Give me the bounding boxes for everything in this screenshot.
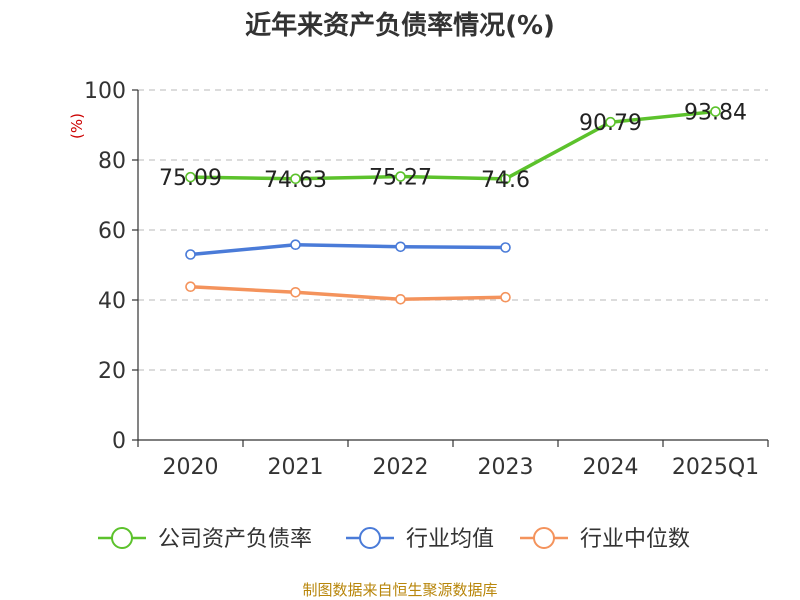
legend: 公司资产负债率 行业均值 行业中位数 xyxy=(98,527,690,552)
chart-title: 近年来资产负债率情况(%) xyxy=(245,10,555,41)
data-point xyxy=(290,173,301,185)
x-tick-label: 2021 xyxy=(268,455,324,480)
legend-label: 行业均值 xyxy=(406,527,494,552)
legend-label: 公司资产负债率 xyxy=(158,527,312,552)
data-point xyxy=(290,239,301,250)
series-line xyxy=(190,242,506,257)
data-point xyxy=(710,106,721,117)
data-label: 74.63 xyxy=(264,168,327,193)
data-label: 75.09 xyxy=(159,166,222,191)
legend-label: 行业中位数 xyxy=(580,527,690,552)
data-point xyxy=(185,249,196,260)
series-line xyxy=(190,284,506,302)
data-label: 75.27 xyxy=(369,166,432,191)
y-tick-labels: 0 20 40 60 80 100 xyxy=(84,79,126,454)
data-point xyxy=(290,286,301,298)
data-labels: 75.09 74.63 75.27 74.6 90.79 93.84 xyxy=(159,101,747,193)
data-point xyxy=(395,293,406,305)
data-point xyxy=(395,171,406,182)
y-tick-label: 20 xyxy=(98,359,126,384)
legend-marker xyxy=(533,527,555,549)
x-tick-label: 2024 xyxy=(583,455,639,480)
source-note: 制图数据来自恒生聚源数据库 xyxy=(302,581,497,599)
data-point xyxy=(185,281,196,293)
data-point xyxy=(500,291,511,303)
x-tick-label: 2023 xyxy=(478,455,534,480)
x-tick-label: 2020 xyxy=(163,455,219,480)
data-point xyxy=(185,171,196,183)
grid-lines xyxy=(138,89,768,371)
y-axis-unit: (%) xyxy=(68,113,86,139)
y-tick-label: 80 xyxy=(98,149,126,174)
y-tick-label: 60 xyxy=(98,219,126,244)
axes xyxy=(132,89,769,447)
data-label: 93.84 xyxy=(684,101,747,126)
data-point xyxy=(500,242,511,253)
y-tick-label: 40 xyxy=(98,289,126,314)
x-tick-label: 2022 xyxy=(373,455,429,480)
series-lines xyxy=(185,106,721,305)
data-label: 74.6 xyxy=(481,168,530,193)
data-label: 90.79 xyxy=(579,111,642,136)
x-tick-labels: 2020 2021 2022 2023 2024 2025Q1 xyxy=(163,455,760,480)
series-line xyxy=(190,109,716,181)
y-tick-label: 100 xyxy=(84,79,126,104)
data-point xyxy=(395,241,406,253)
x-tick-label: 2025Q1 xyxy=(672,455,759,480)
data-point xyxy=(500,173,511,185)
legend-marker xyxy=(111,527,133,549)
legend-marker xyxy=(359,527,381,549)
data-point xyxy=(605,116,616,128)
y-tick-label: 0 xyxy=(112,429,126,454)
